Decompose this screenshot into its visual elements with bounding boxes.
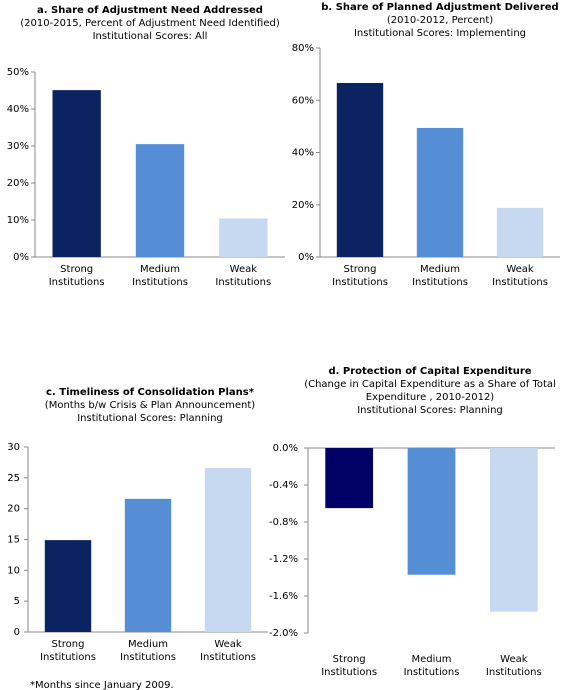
bar — [135, 144, 185, 257]
x-tick-label: Weak Institutions — [215, 264, 272, 288]
y-tick-label: 20% — [292, 200, 314, 211]
chart-subtitle: Institutional Scores: Implementing — [354, 28, 526, 39]
y-tick-label: -1.6% — [269, 591, 298, 602]
x-tick-label: Strong Institutions — [40, 639, 96, 663]
bar — [219, 218, 268, 257]
bar — [496, 207, 544, 257]
y-tick-label: -0.4% — [269, 480, 298, 491]
chart-subtitle: (Change in Capital Expenditure as a Shar… — [304, 379, 556, 390]
x-tick-label: Medium Institutions — [120, 639, 176, 663]
chart-subtitle: (2010-2012, Percent) — [387, 15, 493, 26]
chart-subtitle: (Months b/w Crisis & Plan Announcement) — [45, 400, 255, 411]
y-tick-label: 40% — [7, 104, 29, 115]
chart-subtitle: Institutional Scores: Planning — [357, 405, 503, 416]
chart-subtitle: Institutional Scores: All — [93, 31, 208, 42]
y-tick-label: -1.2% — [269, 554, 298, 565]
y-tick-label: 25 — [7, 473, 20, 484]
y-tick-label: 0% — [13, 252, 29, 263]
x-tick-label: Medium Institutions — [403, 654, 460, 678]
bar — [407, 448, 456, 575]
bar — [416, 127, 464, 257]
chart-title: b. Share of Planned Adjustment Delivered — [321, 2, 558, 13]
y-tick-label: 60% — [292, 95, 314, 106]
x-tick-label: Strong Institutions — [48, 264, 105, 288]
chart-subtitle: Expenditure , 2010-2012) — [366, 392, 495, 403]
x-tick-label: Medium Institutions — [412, 264, 468, 288]
y-tick-label: -0.8% — [269, 517, 298, 528]
y-tick-label: 5 — [14, 596, 20, 607]
x-tick-label: Weak Institutions — [492, 264, 548, 288]
x-tick-label: Strong Institutions — [321, 654, 378, 678]
y-tick-label: 10% — [7, 215, 29, 226]
x-tick-label: Weak Institutions — [200, 639, 256, 663]
chart-title: d. Protection of Capital Expenditure — [328, 366, 531, 377]
x-tick-label: Weak Institutions — [485, 654, 542, 678]
bar — [489, 448, 538, 612]
bar — [325, 448, 374, 509]
y-tick-label: 80% — [292, 43, 314, 54]
bar — [124, 498, 172, 632]
bar — [52, 90, 101, 257]
y-tick-label: 0 — [14, 627, 20, 638]
y-tick-label: -2.0% — [269, 628, 298, 639]
chart-subtitle: (2010-2015, Percent of Adjustment Need I… — [20, 18, 280, 29]
y-tick-label: 0% — [298, 252, 314, 263]
footnote: *Months since January 2009. — [30, 680, 174, 690]
y-tick-label: 30% — [7, 141, 29, 152]
y-tick-label: 10 — [7, 565, 20, 576]
y-tick-label: 40% — [292, 148, 314, 159]
y-tick-label: 20 — [7, 504, 20, 515]
y-tick-label: 30 — [7, 442, 20, 453]
x-tick-label: Strong Institutions — [332, 264, 388, 288]
x-tick-label: Medium Institutions — [132, 264, 188, 288]
y-tick-label: 0.0% — [273, 443, 298, 454]
chart-subtitle: Institutional Scores: Planning — [77, 413, 223, 424]
y-tick-label: 15 — [7, 535, 20, 546]
bar — [336, 83, 384, 257]
chart-title: a. Share of Adjustment Need Addressed — [37, 5, 263, 16]
chart-title: c. Timeliness of Consolidation Plans* — [46, 387, 255, 398]
bar — [44, 540, 92, 632]
bar — [204, 467, 252, 632]
y-tick-label: 50% — [7, 67, 29, 78]
y-tick-label: 20% — [7, 178, 29, 189]
